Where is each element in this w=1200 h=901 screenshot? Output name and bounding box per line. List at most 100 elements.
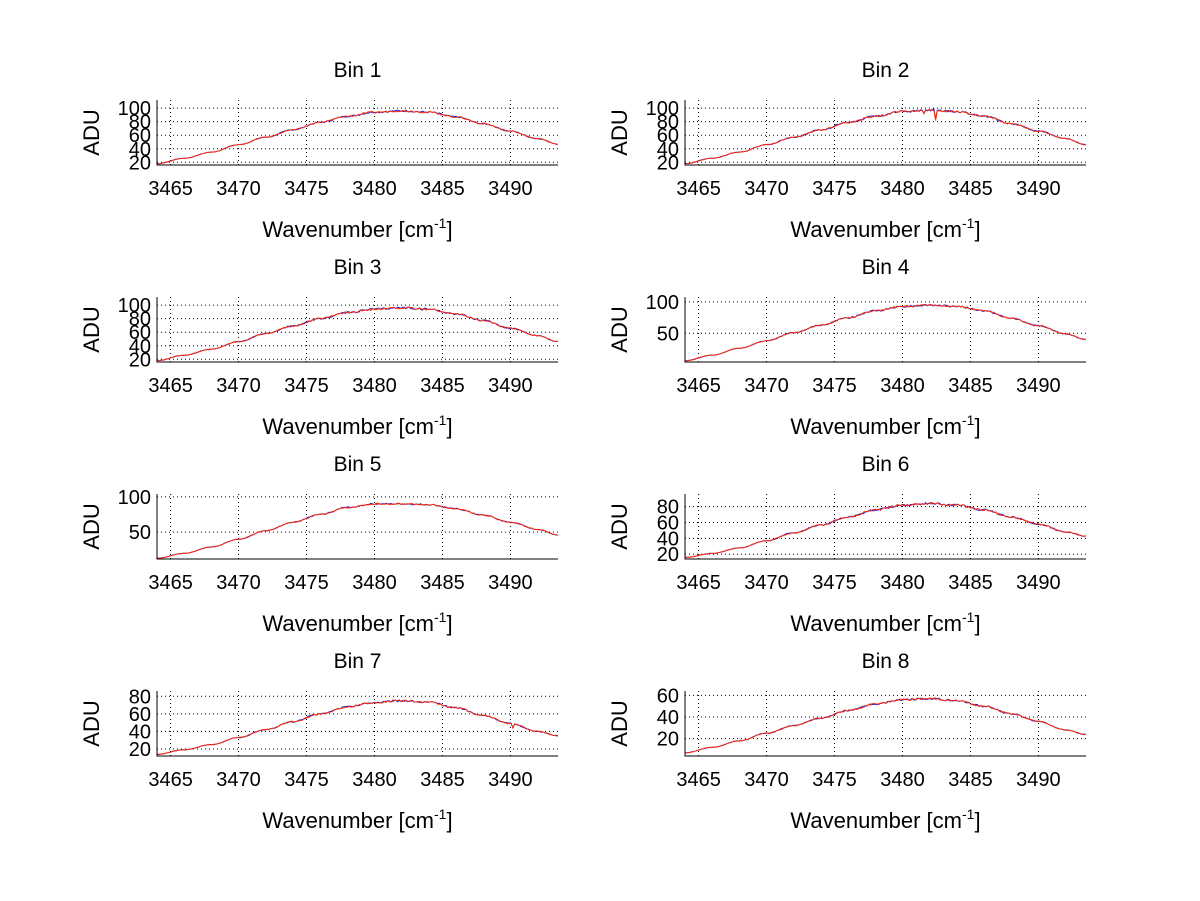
x-axis-label: Wavenumber [cm-1] [262,609,452,636]
subplot-title: Bin 2 [862,59,910,82]
y-tick-label: 80 [129,686,151,708]
y-tick-label: 80 [129,112,151,134]
x-tick-label: 3490 [488,572,533,594]
x-tick-label: 3480 [352,375,397,397]
y-axis-label: ADU [79,503,104,549]
x-tick-label: 3480 [880,769,925,791]
x-tick-label: 3465 [676,572,721,594]
axes [156,100,558,166]
x-tick-label: 3485 [948,572,993,594]
y-tick-label: 80 [129,309,151,331]
x-tick-label: 3485 [420,769,465,791]
x-axis-label: Wavenumber [cm-1] [262,215,452,242]
x-tick-label: 3490 [488,375,533,397]
x-axis-label: Wavenumber [cm-1] [790,412,980,439]
series-line-red [684,108,1087,165]
y-tick-label: 50 [129,522,151,544]
series-line-blue [156,502,559,559]
y-tick-label: 50 [657,323,679,345]
series-line-red [684,502,1087,558]
y-tick-label: 60 [129,704,151,726]
subplot-title: Bin 5 [334,453,382,476]
y-tick-label: 100 [646,98,679,120]
x-tick-label: 3475 [812,375,857,397]
axes [684,494,1086,560]
x-tick-label: 3470 [744,572,789,594]
axes [684,691,1086,757]
x-tick-label: 3470 [216,769,261,791]
x-tick-label: 3470 [216,572,261,594]
x-tick-label: 3490 [1016,178,1061,200]
x-tick-label: 3480 [880,572,925,594]
subplot-title: Bin 8 [862,650,910,673]
series-line-blue [156,306,559,362]
x-tick-label: 3475 [284,375,329,397]
x-tick-label: 3480 [352,178,397,200]
x-tick-label: 3480 [352,769,397,791]
y-tick-label: 20 [129,152,151,174]
y-tick-label: 80 [657,497,679,519]
y-tick-label: 40 [129,139,151,161]
x-axis-label: Wavenumber [cm-1] [790,806,980,833]
series-line-blue [684,697,1087,754]
x-tick-label: 3480 [352,572,397,594]
axes [156,494,558,560]
x-tick-label: 3470 [216,178,261,200]
x-tick-label: 3490 [488,178,533,200]
x-tick-label: 3465 [148,769,193,791]
x-tick-label: 3470 [744,178,789,200]
y-tick-label: 60 [129,125,151,147]
subplot-title: Bin 7 [334,650,382,673]
y-tick-label: 100 [118,98,151,120]
y-tick-label: 20 [129,739,151,761]
x-axis-label: Wavenumber [cm-1] [790,609,980,636]
x-tick-label: 3465 [148,375,193,397]
x-tick-label: 3480 [880,375,925,397]
y-tick-label: 60 [657,513,679,535]
y-tick-label: 40 [129,721,151,743]
series-line-blue [684,108,1087,165]
subplot-title: Bin 4 [862,256,910,279]
series-line-blue [156,699,559,755]
x-tick-label: 3490 [488,769,533,791]
y-tick-label: 20 [657,152,679,174]
y-tick-label: 80 [657,112,679,134]
y-tick-label: 100 [646,292,679,314]
y-axis-label: ADU [79,306,104,352]
x-tick-label: 3485 [948,769,993,791]
series-line-red [685,697,1087,754]
y-tick-label: 20 [129,349,151,371]
subplot-title: Bin 6 [862,453,910,476]
x-tick-label: 3475 [284,769,329,791]
subplot-title: Bin 1 [334,59,382,82]
x-tick-label: 3475 [284,178,329,200]
x-tick-label: 3480 [880,178,925,200]
x-tick-label: 3465 [148,178,193,200]
y-tick-label: 100 [118,295,151,317]
y-tick-label: 60 [129,322,151,344]
series-line-blue [684,501,1087,558]
x-tick-label: 3475 [284,572,329,594]
series-line-red [156,699,559,755]
y-tick-label: 20 [657,729,679,751]
x-tick-label: 3465 [676,375,721,397]
series-line-red [156,109,558,165]
x-tick-label: 3475 [812,769,857,791]
x-tick-label: 3465 [676,178,721,200]
x-tick-label: 3470 [744,375,789,397]
axes [156,691,558,757]
y-axis-label: ADU [607,700,632,746]
x-tick-label: 3490 [1016,769,1061,791]
series-line-red [156,502,559,559]
x-tick-label: 3485 [420,572,465,594]
x-axis-label: Wavenumber [cm-1] [262,412,452,439]
y-tick-label: 20 [657,544,679,566]
axes [684,100,1086,166]
y-tick-label: 40 [657,139,679,161]
series-line-red [684,303,1087,362]
